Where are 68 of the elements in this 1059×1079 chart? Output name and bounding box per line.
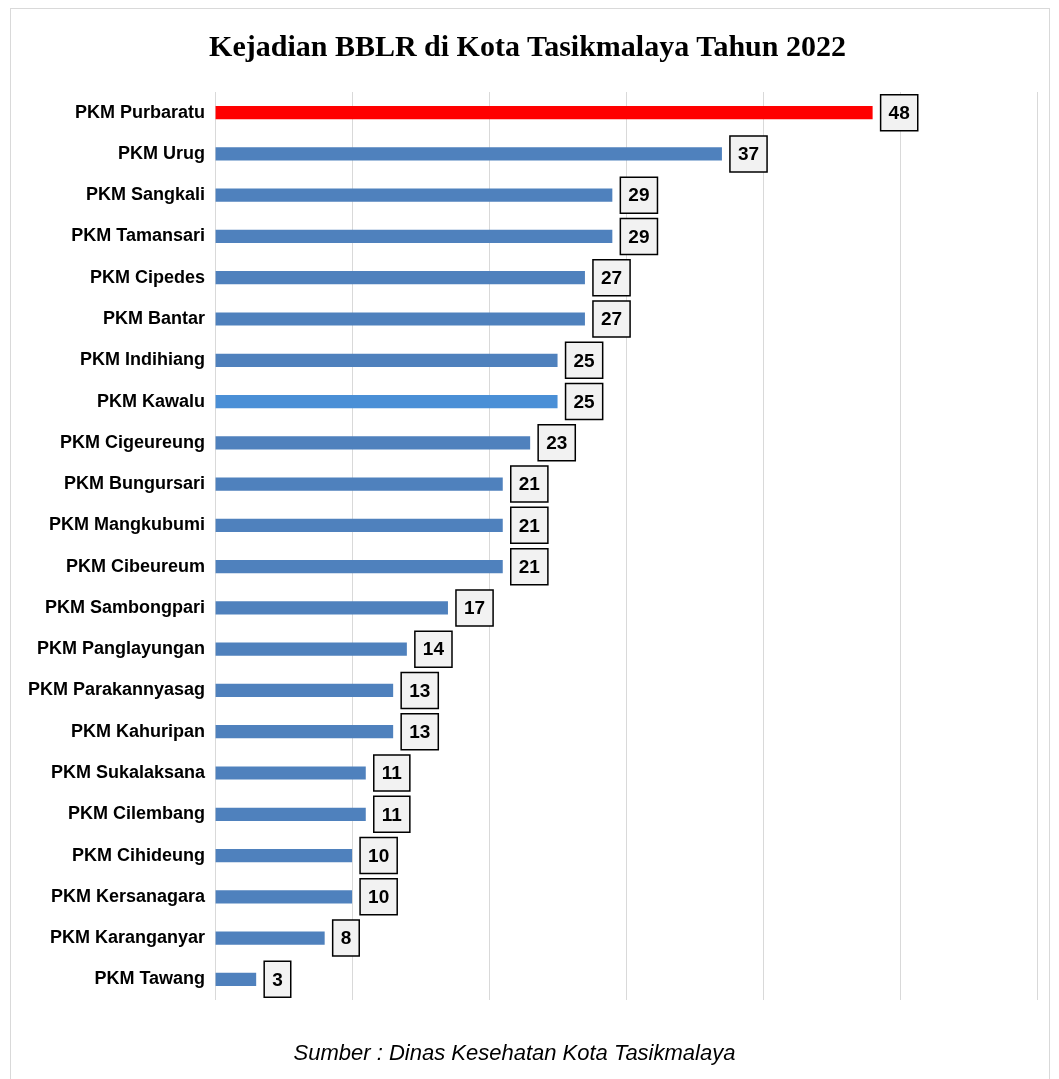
data-label: 21 <box>518 473 541 495</box>
data-label: 14 <box>422 638 445 660</box>
data-label: 27 <box>600 266 623 288</box>
data-label: 10 <box>368 886 390 908</box>
y-tick-label: PKM Cigeureung <box>60 431 206 452</box>
data-label: 25 <box>573 349 596 371</box>
bar <box>215 394 558 409</box>
y-tick-label: PKM Indihiang <box>80 349 206 370</box>
y-tick-label: PKM Tamansari <box>71 225 206 246</box>
data-label: 8 <box>340 927 352 949</box>
bar <box>215 725 394 739</box>
bar <box>215 229 613 244</box>
y-tick-label: PKM Kahuripan <box>71 720 206 741</box>
y-tick-label: PKM Mangkubumi <box>49 514 206 535</box>
bar <box>215 188 613 202</box>
data-label: 29 <box>628 225 650 247</box>
bar <box>215 642 407 656</box>
y-tick-label: PKM Cibeureum <box>66 555 206 576</box>
bar <box>215 807 366 821</box>
y-tick-label: PKM Kersanagara <box>51 885 207 906</box>
bar <box>215 601 448 615</box>
text: Sumber : Dinas Kesehatan Kota Tasikmalaya <box>292 1040 737 1066</box>
bar <box>215 848 353 863</box>
bar <box>215 931 325 945</box>
data-label: 29 <box>628 184 650 206</box>
bar <box>215 518 503 532</box>
bar <box>215 972 257 986</box>
chart-title: Kejadian BBLR di Kota Tasikmalaya Tahun 2022 <box>209 28 846 62</box>
bar <box>215 436 531 450</box>
data-label: 10 <box>368 844 390 866</box>
bar <box>215 560 503 574</box>
bar <box>215 683 394 698</box>
y-tick-label: PKM Sambongpari <box>45 596 206 617</box>
data-label: 13 <box>409 720 431 742</box>
bar <box>215 353 558 367</box>
data-label: 48 <box>888 101 910 123</box>
y-tick-label: PKM Panglayungan <box>37 638 206 659</box>
bar <box>215 106 873 120</box>
data-label: 23 <box>546 432 568 454</box>
y-tick-label: PKM Urug <box>118 142 206 163</box>
y-tick-label: PKM Sukalaksana <box>51 761 207 782</box>
data-label: 3 <box>272 968 283 990</box>
data-label: 21 <box>518 555 541 577</box>
y-tick-label: PKM Cipedes <box>90 266 206 287</box>
data-label: 37 <box>737 143 760 165</box>
data-label: 25 <box>573 390 596 412</box>
data-label: 27 <box>600 308 623 330</box>
bar <box>215 890 353 904</box>
y-tick-label: PKM Bantar <box>103 307 206 328</box>
data-label: 13 <box>409 679 431 701</box>
y-tick-label: PKM Karanganyar <box>50 927 206 948</box>
bar <box>215 477 503 491</box>
y-tick-label: PKM Tawang <box>94 968 206 989</box>
data-label: 11 <box>381 803 403 825</box>
bar <box>215 147 722 161</box>
data-label: 21 <box>518 514 541 536</box>
bar <box>215 312 585 326</box>
bar <box>215 271 585 285</box>
data-label: 17 <box>463 597 486 619</box>
y-tick-label: PKM Purbaratu <box>75 101 206 122</box>
y-tick-label: PKM Bungursari <box>64 473 206 494</box>
y-tick-label: PKM Cilembang <box>68 803 206 824</box>
y-tick-label: PKM Cihideung <box>72 844 206 865</box>
y-tick-label: PKM Kawalu <box>97 390 206 411</box>
y-tick-label: PKM Sangkali <box>86 184 206 205</box>
bar <box>215 766 366 780</box>
data-label: 11 <box>381 762 403 784</box>
y-tick-label: PKM Parakannyasag <box>27 679 206 700</box>
